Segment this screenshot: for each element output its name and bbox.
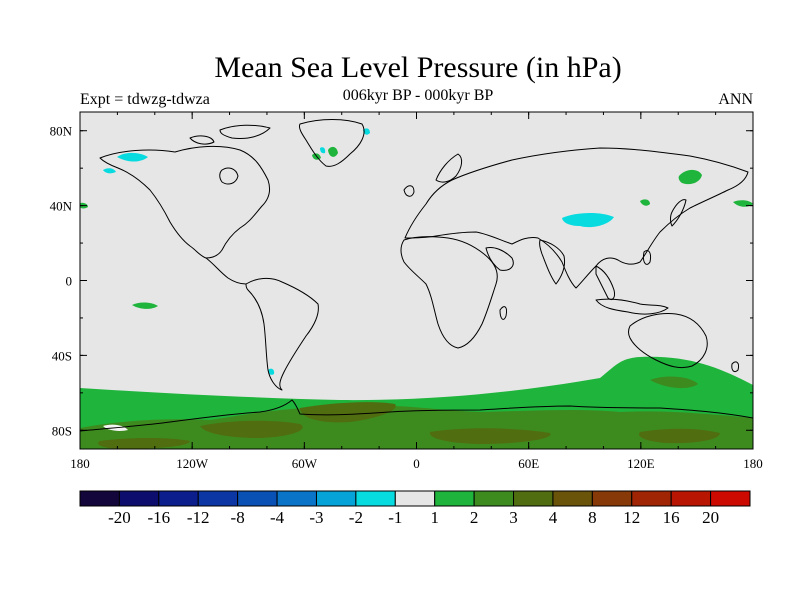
colorbar-label: -20 [108,508,131,527]
map-title: Mean Sea Level Pressure (in hPa) [214,51,622,84]
coast-africa [400,236,498,349]
colorbar-swatch [197,490,239,507]
coast-scandinavia [435,153,463,183]
coast-india [539,239,565,285]
x-tick-label: 120W [176,456,209,471]
coast-philippines [643,249,651,265]
y-tick-label: 80N [50,124,73,139]
colorbar-label: 1 [430,508,439,527]
colorbar-swatch [394,490,436,507]
colorbar-label: 20 [702,508,719,527]
tropical-pacific-green-patch [132,302,158,309]
x-tick-label: 60W [292,456,318,471]
coast-north-america [99,145,271,259]
colorbar-swatch [631,490,672,507]
colorbar-swatch [315,490,357,507]
colorbar-label: 4 [549,508,558,527]
colorbar-swatch [355,490,396,507]
x-tick-label: 180 [743,456,763,471]
colorbar-swatch [552,490,593,507]
siberia-green-patch [678,169,702,185]
tibet-cyan-patch [562,212,614,228]
experiment-label: Expt = tdwzg-tdwza [80,91,210,108]
y-tick-label: 80S [52,423,72,438]
patagonia-cyan-patch [268,368,275,375]
southern-ocean-dark-green-band-2 [200,420,303,438]
coast-greenland [299,119,365,167]
australia-south-light-green-lobe [650,376,698,389]
southern-ocean-dark-green-band-5 [98,438,190,449]
colorbar-label: 2 [470,508,479,527]
alaska-cyan-patch-2 [103,168,116,174]
southern-ocean-dark-green-band-3 [429,428,551,444]
colorbar-label: -12 [187,508,210,527]
colorbar-swatch [276,490,317,507]
alaska-cyan-patch [117,152,148,162]
x-tick-label: 60E [518,456,539,471]
colorbar-swatch [591,490,633,507]
coast-new-zealand [731,361,739,373]
coast-antarctica [80,399,753,432]
coast-arabia [485,247,514,271]
colorbar-swatch [237,490,278,507]
colorbar-label: -16 [147,508,170,527]
colorbar-label: -3 [309,508,323,527]
period-label: 006kyr BP - 000kyr BP [342,87,494,104]
x-axis: 180 120W 60W 0 60E 120E 180 [70,112,763,471]
southern-ocean-mid-green-band [80,405,753,449]
y-tick-label: 40S [52,348,72,363]
coast-madagascar [499,306,507,320]
colorbar-label: -2 [349,508,363,527]
east-asia-green-patch [640,199,650,206]
colorbar-swatch [473,490,515,507]
colorbar-label: 12 [623,508,640,527]
colorbar-swatch [79,490,120,507]
y-tick-label: 0 [66,274,73,289]
coast-central-america [205,257,247,285]
southern-ocean-dark-green-band-4 [639,428,720,444]
greenland-cyan-patch [363,128,370,135]
coastlines [80,119,753,432]
season-label: ANN [718,91,753,108]
y-axis: 80N 40N 0 40S 80S [50,124,753,438]
colorbar-label: 3 [509,508,518,527]
colorbar-label: -4 [270,508,285,527]
greenland-cyan-patch-2 [320,147,326,154]
colorbar-label: 16 [663,508,680,527]
colorbar-swatch [118,490,160,507]
coast-arctic-islands [189,124,271,145]
colorbar-swatch [513,490,554,507]
coast-japan [670,199,687,227]
x-tick-label: 120E [627,456,655,471]
y-tick-label: 40N [50,199,73,214]
colorbar-label: -1 [388,508,402,527]
coast-uk [403,185,415,197]
colorbar-swatch [158,490,199,507]
coast-south-america [245,277,319,391]
x-tick-label: 180 [70,456,90,471]
coast-hudson-bay [219,167,239,185]
greenland-green-patch [328,146,338,157]
colorbar: -20 -16 -12 -8 -4 -3 -2 -1 1 2 3 4 8 12 16 20 [79,490,751,527]
colorbar-label: 8 [588,508,597,527]
colorbar-label: -8 [231,508,245,527]
colorbar-swatch [710,490,751,507]
coast-australia [628,313,708,369]
map-panel [80,112,753,449]
colorbar-swatch [670,490,712,507]
coast-indonesia [595,298,669,315]
coast-europe-asia [404,147,749,289]
x-tick-label: 0 [413,456,420,471]
southern-ocean-dark-green-band-1 [300,402,396,423]
colorbar-swatch [434,490,475,507]
